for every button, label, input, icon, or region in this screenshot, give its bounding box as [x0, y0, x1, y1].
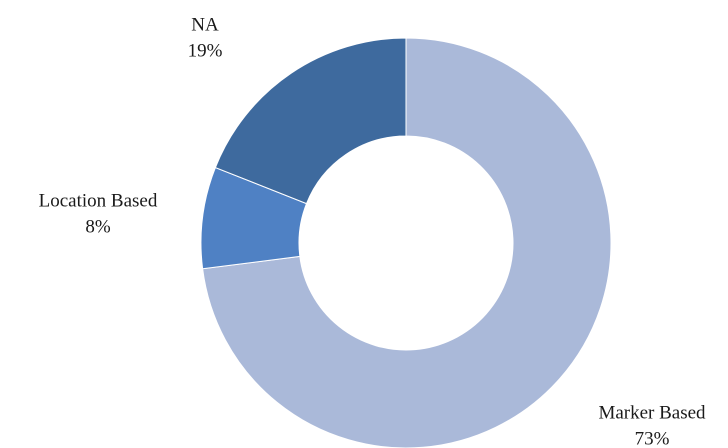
slice-value-label: 73%	[635, 428, 670, 448]
slice-label: NA	[191, 14, 219, 35]
slice-label: Marker Based	[598, 402, 706, 423]
slice-value-label: 19%	[188, 40, 223, 61]
donut-slice	[202, 37, 612, 448]
slice-value-label: 8%	[85, 216, 111, 237]
slice-label: Location Based	[39, 190, 158, 211]
donut-slice	[214, 37, 407, 205]
